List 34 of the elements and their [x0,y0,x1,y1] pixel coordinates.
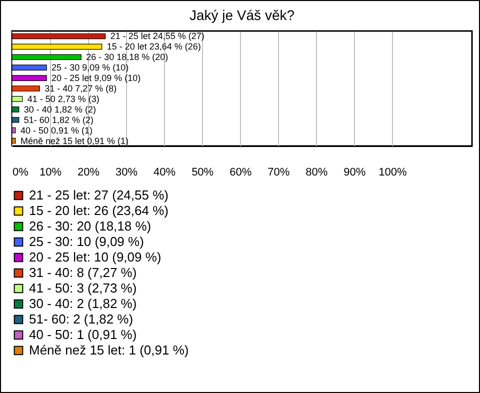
legend-label: 30 - 40: 2 (1,82 %) [29,296,137,311]
x-tick-label: 50% [192,166,214,178]
x-tick-label: 30% [116,166,138,178]
data-label: 21 - 25 let 24,55 % (27) [110,31,204,42]
legend-label: Méně než 15 let: 1 (0,91 %) [29,342,189,358]
x-tick-label: 10% [40,166,62,178]
x-tick-label: 90% [344,166,366,178]
x-tick-label: 70% [268,166,290,178]
data-label: 26 - 30 18,18 % (20) [86,52,168,62]
legend-label: 41 - 50: 3 (2,73 %) [29,280,137,296]
chart-title: Jaký je Váš věk? [189,7,295,23]
legend-label: 21 - 25 let: 27 (24,55 %) [29,188,168,202]
data-label: 41 - 50 2,73 % (3) [27,94,100,104]
x-tick-label: 60% [230,166,252,178]
data-label: 31 - 40 7,27 % (8) [44,84,117,94]
data-label: 25 - 30 9,09 % (10) [52,62,129,73]
x-tick-label: 0% [12,166,29,178]
data-label: 15 - 20 let 23,64 % (26) [106,42,201,52]
data-label: 51- 60 1,82 % (2) [24,114,94,125]
legend-label: 26 - 30: 20 (18,18 %) [29,218,152,234]
legend-label: 25 - 30: 10 (9,09 %) [29,234,144,249]
legend-label: 51- 60: 2 (1,82 %) [29,312,134,326]
data-label: Méně než 15 let 0,91 % (1) [20,136,129,146]
legend-label: 20 - 25 let: 10 (9,09 %) [29,250,162,264]
data-label: 20 - 25 let 9,09 % (10) [52,73,141,84]
x-tick-label: 40% [154,166,176,178]
legend-label: 15 - 20 let: 26 (23,64 %) [29,203,168,218]
x-tick-label: 20% [78,166,100,178]
x-tick-label: 80% [306,166,328,178]
x-tick-label: 100% [378,166,407,178]
data-label: 40 - 50 0,91 % (1) [20,125,93,136]
legend-label: 40 - 50: 1 (0,91 %) [29,327,137,342]
data-label: 30 - 40 1,82 % (2) [24,104,96,114]
legend-label: 31 - 40: 8 (7,27 %) [29,265,137,280]
